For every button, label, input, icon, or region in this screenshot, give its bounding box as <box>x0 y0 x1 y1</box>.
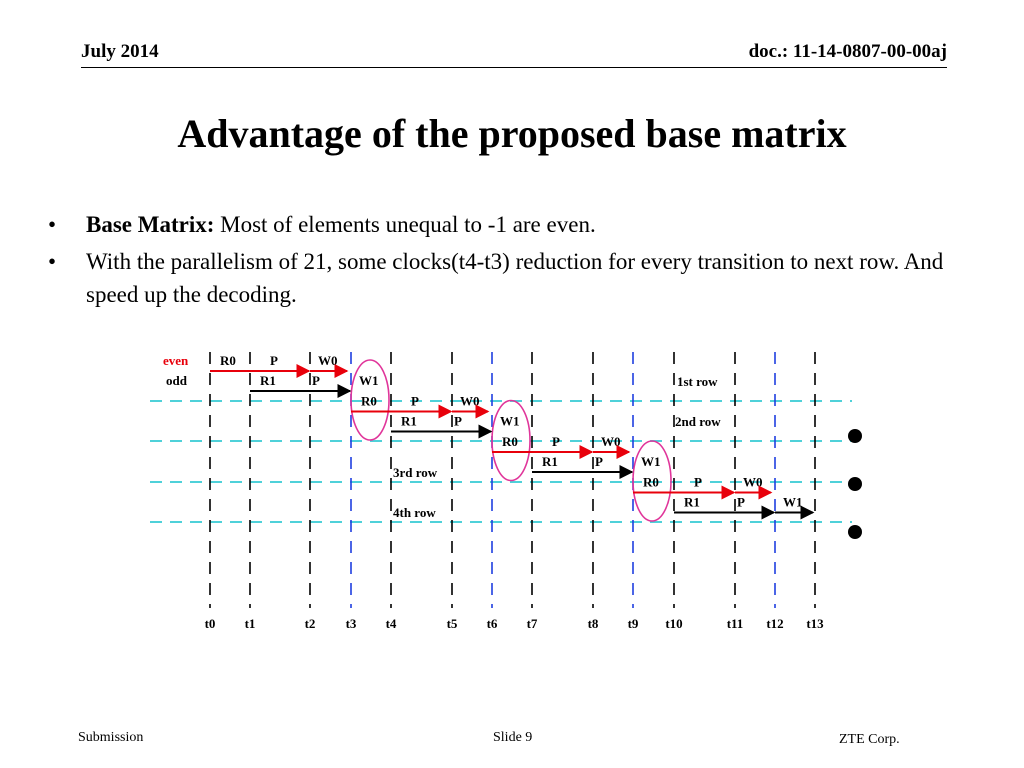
op-label: R1 <box>260 373 276 388</box>
bullet-text: With the parallelism of 21, some clocks(… <box>86 249 944 307</box>
clock-label: t6 <box>487 616 498 631</box>
op-label: W0 <box>318 353 338 368</box>
footer-submission: Submission <box>78 730 144 745</box>
clock-label: t12 <box>766 616 783 631</box>
bullet-item: • With the parallelism of 21, some clock… <box>48 245 968 311</box>
row-label: 2nd row <box>675 414 721 429</box>
clock-label: t5 <box>447 616 458 631</box>
op-label: P <box>270 353 278 368</box>
clock-label: t9 <box>628 616 639 631</box>
op-label: W1 <box>641 454 661 469</box>
row-label: 3rd row <box>393 465 438 480</box>
bullet-bold: Base Matrix: <box>86 212 215 237</box>
clock-label: t3 <box>346 616 357 631</box>
continuation-dot <box>848 477 862 491</box>
row-label: 1st row <box>677 374 718 389</box>
continuation-dot <box>848 525 862 539</box>
clock-label: t8 <box>588 616 599 631</box>
clock-label: t10 <box>665 616 682 631</box>
op-label: R0 <box>643 475 659 490</box>
legend-even: even <box>163 353 189 368</box>
clock-label: t7 <box>527 616 538 631</box>
slide-title: Advantage of the proposed base matrix <box>177 111 847 156</box>
op-label: P <box>312 373 320 388</box>
row-label: 4th row <box>393 505 436 520</box>
op-label: W0 <box>743 475 763 490</box>
op-label: W1 <box>500 414 520 429</box>
bullet-dot: • <box>48 249 57 274</box>
op-label: R0 <box>220 353 236 368</box>
clock-label: t11 <box>727 616 744 631</box>
op-label: R1 <box>401 414 417 429</box>
bullet-dot: • <box>48 212 57 237</box>
clock-label: t13 <box>806 616 824 631</box>
op-label: W0 <box>601 434 621 449</box>
clock-label: t0 <box>205 616 216 631</box>
header-date: July 2014 <box>81 41 159 62</box>
clock-label: t2 <box>305 616 316 631</box>
header-doc-id: doc.: 11-14-0807-00-00aj <box>748 41 947 62</box>
bullet-text: Most of elements unequal to -1 are even. <box>214 212 596 237</box>
op-label: R0 <box>502 434 518 449</box>
op-label: W1 <box>359 373 379 388</box>
op-label: R0 <box>361 394 377 409</box>
footer-slide-number: Slide 9 <box>493 730 533 745</box>
op-label: P <box>737 495 745 510</box>
op-label: W0 <box>460 394 480 409</box>
op-label: P <box>694 475 702 490</box>
highlight-ellipse <box>350 359 390 441</box>
bullet-item: • Base Matrix: Most of elements unequal … <box>48 208 968 241</box>
footer-company: ZTE Corp. <box>839 732 900 747</box>
clock-label: t4 <box>386 616 397 631</box>
highlight-ellipse <box>491 399 531 482</box>
op-label: R1 <box>542 454 558 469</box>
bullet-list: • Base Matrix: Most of elements unequal … <box>48 208 968 315</box>
op-label: P <box>595 454 603 469</box>
op-label: W1 <box>783 495 803 510</box>
header-rule <box>81 67 947 68</box>
highlight-ellipse <box>632 440 672 522</box>
pipeline-timing-diagram: R0 P W0 R1 P W1 R0 P W0 R1 P W1 R0 P W0 R1 P W1 R0 P W0 R1 P W1… <box>150 352 862 631</box>
legend-odd: odd <box>166 373 188 388</box>
op-label: P <box>411 394 419 409</box>
op-label: P <box>454 414 462 429</box>
op-label: P <box>552 434 560 449</box>
continuation-dot <box>848 429 862 443</box>
clock-label: t1 <box>245 616 256 631</box>
op-label: R1 <box>684 495 700 510</box>
